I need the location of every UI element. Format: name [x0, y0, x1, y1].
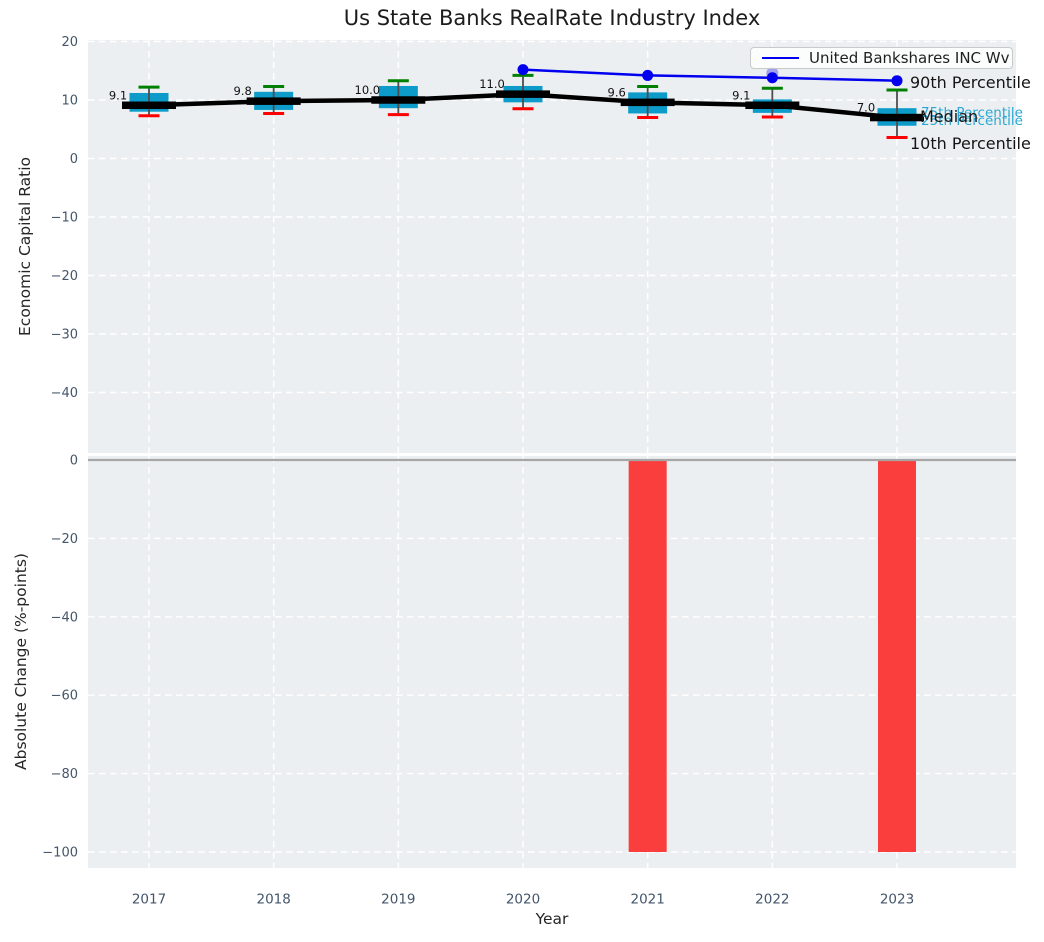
bar-change-2023 — [878, 460, 917, 852]
ytick-top--40: −40 — [51, 386, 78, 401]
xtick-2017: 2017 — [132, 892, 166, 908]
y-axis-label-bottom: Absolute Change (%-points) — [12, 553, 30, 771]
ytick-top--20: −20 — [51, 269, 78, 284]
median-band-2023 — [870, 113, 925, 122]
x-axis-label: Year — [535, 910, 569, 928]
median-band-2017 — [122, 101, 176, 110]
median-band-2020 — [496, 90, 551, 98]
xtick-2020: 2020 — [506, 892, 540, 908]
panels-layer — [88, 40, 1016, 868]
median-value-label-2020: 11.0 — [479, 77, 505, 91]
ytick-bottom--80: −80 — [51, 767, 78, 782]
xtick-2023: 2023 — [880, 892, 914, 908]
ytick-bottom-0: 0 — [70, 454, 78, 469]
median-band-2018 — [246, 97, 301, 105]
legend-series-label: United Bankshares INC Wv — [809, 49, 1010, 67]
ytick-top-0: 0 — [70, 152, 78, 167]
company-point-2023 — [891, 75, 903, 87]
ytick-bottom--20: −20 — [51, 532, 78, 547]
xtick-2021: 2021 — [630, 892, 664, 908]
legend-box: United Bankshares INC Wv — [750, 47, 1013, 69]
top-panel-background — [88, 40, 1016, 453]
median-value-label-2021: 9.6 — [608, 85, 626, 99]
label-10th-percentile: 10th Percentile — [910, 134, 1031, 153]
median-value-label-2019: 10.0 — [355, 83, 381, 97]
median-value-label-2017: 9.1 — [109, 88, 127, 102]
label-90th-percentile: 90th Percentile — [910, 73, 1031, 92]
median-value-label-2023: 7.0 — [857, 101, 875, 115]
y-axis-label-top: Economic Capital Ratio — [16, 156, 34, 337]
tick-labels-layer: 20 10 0 −10 −20 −30 −40 0 −20 −40 −60 −80 −100 2017 20… — [42, 35, 914, 908]
marks-layer — [88, 64, 1016, 852]
company-point-2021 — [642, 69, 654, 81]
ytick-top-10: 10 — [61, 94, 78, 109]
ytick-bottom--100: −100 — [42, 846, 78, 861]
median-value-label-2022: 9.1 — [732, 88, 750, 102]
xtick-2019: 2019 — [381, 892, 415, 908]
label-75th-percentile: 75th Percentile — [921, 105, 1023, 121]
label-median: Median — [920, 107, 979, 126]
ytick-top--30: −30 — [51, 328, 78, 343]
company-line — [522, 68, 898, 82]
ytick-bottom--60: −60 — [51, 689, 78, 704]
ytick-top--10: −10 — [51, 211, 78, 226]
median-band-2021 — [620, 98, 675, 107]
median-value-label-2018: 9.8 — [234, 84, 252, 98]
ytick-bottom--40: −40 — [51, 610, 78, 625]
bottom-panel-background — [88, 456, 1016, 868]
company-point-2022 — [766, 72, 778, 84]
legend-line-sample-icon — [762, 56, 799, 60]
chart-title: Us State Banks RealRate Industry Index — [343, 6, 761, 30]
label-25th-percentile: 25th Percentile — [921, 113, 1023, 129]
ytick-top-20: 20 — [61, 35, 78, 50]
xtick-2022: 2022 — [755, 892, 789, 908]
company-point-2020 — [517, 64, 529, 76]
median-band-2022 — [745, 101, 800, 110]
bar-change-2021 — [628, 460, 667, 852]
xtick-2018: 2018 — [256, 892, 290, 908]
median-band-2019 — [371, 96, 426, 104]
